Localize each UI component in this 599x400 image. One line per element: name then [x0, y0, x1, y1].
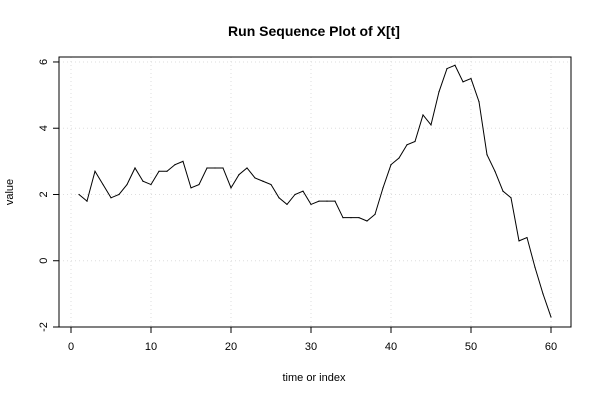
data-points	[78, 64, 552, 318]
y-tick-label: 2	[38, 191, 50, 197]
data-point	[238, 174, 240, 176]
data-point	[462, 81, 464, 83]
x-tick-label: 30	[305, 341, 317, 353]
chart-title: Run Sequence Plot of X[t]	[228, 23, 400, 39]
data-point	[310, 203, 312, 206]
data-point	[246, 167, 248, 169]
data-point	[382, 187, 384, 189]
data-point	[478, 101, 480, 103]
data-point	[318, 200, 320, 202]
data-point	[94, 170, 96, 172]
data-point	[470, 77, 472, 80]
data-point	[494, 170, 496, 172]
data-point	[254, 177, 256, 179]
data-point	[526, 236, 528, 239]
grid-lines	[59, 57, 571, 328]
x-tick-label: 20	[225, 341, 237, 353]
data-point	[358, 217, 360, 219]
data-point	[550, 316, 552, 318]
y-tick-label: 0	[38, 258, 50, 264]
data-point	[438, 91, 440, 93]
x-axis: 0 10 20 30 40 50 60	[68, 327, 557, 353]
data-point	[198, 183, 200, 186]
data-point	[270, 183, 272, 186]
data-point	[78, 193, 80, 196]
data-point	[542, 293, 544, 295]
data-point	[262, 180, 264, 182]
data-point	[222, 167, 224, 169]
data-point	[430, 124, 432, 126]
x-tick-label: 50	[465, 341, 477, 353]
data-point	[134, 167, 136, 169]
data-point	[126, 183, 128, 186]
data-point	[518, 240, 520, 242]
y-tick-label: 4	[38, 125, 50, 131]
x-tick-label: 40	[385, 341, 397, 353]
x-tick-label: 10	[145, 341, 157, 353]
y-axis-label: value	[4, 179, 16, 205]
data-series-line	[78, 64, 552, 318]
plot-frame	[58, 56, 572, 328]
x-axis-label: time or index	[283, 372, 346, 384]
data-point	[334, 200, 336, 202]
data-point	[454, 64, 456, 66]
x-tick-label: 60	[545, 341, 557, 353]
data-point	[350, 217, 352, 219]
data-point	[534, 266, 536, 268]
data-point	[206, 167, 208, 169]
data-point	[230, 187, 232, 189]
data-point	[142, 180, 144, 182]
data-point	[390, 164, 392, 166]
data-point	[446, 67, 448, 70]
data-point	[406, 144, 408, 146]
data-point	[422, 114, 424, 116]
y-tick-label: 6	[38, 59, 50, 65]
data-point	[182, 160, 184, 162]
data-point	[278, 197, 280, 199]
data-point	[150, 183, 152, 186]
x-tick-label: 0	[68, 341, 74, 353]
data-point	[294, 193, 296, 196]
data-point	[510, 197, 512, 199]
data-point	[110, 197, 112, 199]
data-point	[158, 170, 160, 172]
data-point	[502, 190, 504, 192]
data-point	[374, 213, 376, 215]
data-point	[102, 183, 104, 186]
data-point	[118, 193, 120, 196]
data-point	[342, 217, 344, 219]
data-point	[398, 157, 400, 159]
data-point	[286, 203, 288, 206]
data-point	[214, 167, 216, 169]
data-point	[166, 170, 168, 172]
y-tick-label: -2	[38, 322, 50, 332]
data-point	[366, 220, 368, 222]
data-point	[486, 154, 488, 156]
data-point	[414, 140, 416, 143]
y-axis: -2 0 2 4 6	[38, 59, 59, 332]
data-point	[190, 187, 192, 189]
data-point	[302, 190, 304, 192]
data-point	[86, 200, 88, 202]
data-point	[326, 200, 328, 202]
data-point	[174, 164, 176, 166]
